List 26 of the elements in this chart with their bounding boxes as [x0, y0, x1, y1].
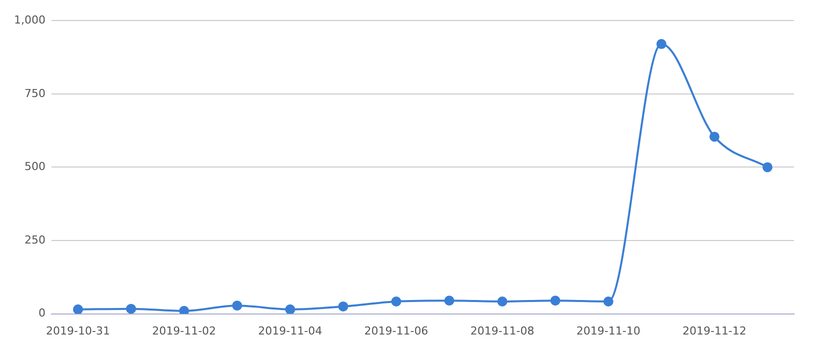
- x-tick-label: 2019-11-10: [576, 324, 640, 338]
- point: [73, 304, 84, 314]
- point: [656, 39, 666, 50]
- y-tick-label: 750: [24, 86, 46, 100]
- x-tick-label: 2019-11-04: [258, 324, 322, 338]
- point: [285, 304, 296, 314]
- x-tick-label: 2019-11-08: [470, 324, 534, 338]
- x-tick-label: 2019-11-06: [364, 324, 428, 338]
- point: [232, 300, 242, 311]
- point: [179, 306, 190, 314]
- point: [126, 304, 136, 314]
- point: [444, 296, 454, 306]
- point: [391, 296, 402, 306]
- point: [762, 162, 772, 172]
- x-tick-label: 2019-10-31: [46, 324, 110, 338]
- x-tick-label: 2019-11-12: [682, 324, 746, 338]
- point: [709, 132, 720, 142]
- y-tick-label: 0: [38, 306, 46, 320]
- point: [603, 296, 614, 306]
- point: [338, 301, 348, 312]
- x-tick-label: 2019-11-02: [152, 324, 216, 338]
- y-tick-label: 1,000: [14, 13, 46, 26]
- point: [497, 296, 508, 306]
- y-tick-label: 500: [24, 160, 46, 174]
- y-tick-label: 250: [24, 233, 46, 246]
- point: [550, 296, 560, 306]
